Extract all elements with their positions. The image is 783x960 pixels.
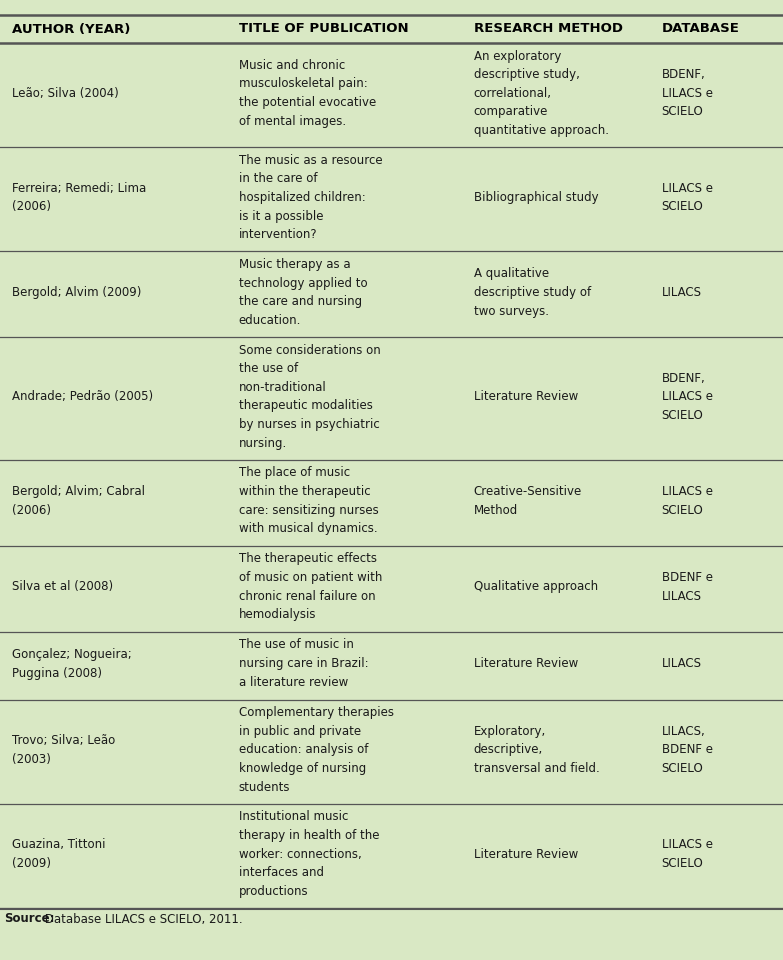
Text: the potential evocative: the potential evocative [239,96,376,109]
Text: A qualitative: A qualitative [474,267,549,280]
Text: transversal and field.: transversal and field. [474,762,600,775]
Text: (2006): (2006) [12,504,51,516]
Text: Method: Method [474,504,518,516]
Text: The place of music: The place of music [239,467,350,479]
Text: therapeutic modalities: therapeutic modalities [239,399,373,413]
Text: education: analysis of: education: analysis of [239,743,368,756]
Text: hemodialysis: hemodialysis [239,609,316,621]
Text: quantitative approach.: quantitative approach. [474,124,608,137]
Text: LILACS: LILACS [662,589,702,603]
Text: in the care of: in the care of [239,172,317,185]
Text: with musical dynamics.: with musical dynamics. [239,522,377,536]
Text: by nurses in psychiatric: by nurses in psychiatric [239,418,380,431]
Text: BDENF e: BDENF e [662,743,713,756]
Text: Andrade; Pedrão (2005): Andrade; Pedrão (2005) [12,390,153,403]
Text: interfaces and: interfaces and [239,866,324,879]
Text: therapy in health of the: therapy in health of the [239,828,379,842]
Text: LILACS e: LILACS e [662,86,713,100]
Text: An exploratory: An exploratory [474,50,561,62]
Text: care: sensitizing nurses: care: sensitizing nurses [239,504,378,516]
Text: knowledge of nursing: knowledge of nursing [239,762,366,775]
Text: RESEARCH METHOD: RESEARCH METHOD [474,22,622,36]
Text: descriptive study of: descriptive study of [474,286,591,299]
Text: the care and nursing: the care and nursing [239,296,362,308]
Text: Exploratory,: Exploratory, [474,725,546,738]
Text: BDENF,: BDENF, [662,372,705,385]
Text: of music on patient with: of music on patient with [239,571,382,584]
Text: LILACS e: LILACS e [662,181,713,195]
Text: Creative-Sensitive: Creative-Sensitive [474,485,582,498]
Text: (2009): (2009) [12,857,51,870]
Text: the use of: the use of [239,362,298,375]
Text: education.: education. [239,314,301,327]
Text: within the therapeutic: within the therapeutic [239,485,370,498]
Text: SCIELO: SCIELO [662,762,703,775]
Text: Bergold; Alvim; Cabral: Bergold; Alvim; Cabral [12,485,145,498]
Text: TITLE OF PUBLICATION: TITLE OF PUBLICATION [239,22,409,36]
Text: SCIELO: SCIELO [662,504,703,516]
Text: productions: productions [239,885,309,898]
Text: LILACS: LILACS [662,286,702,299]
Text: hospitalized children:: hospitalized children: [239,191,366,204]
Text: worker: connections,: worker: connections, [239,848,362,860]
Text: technology applied to: technology applied to [239,276,367,290]
Text: a literature review: a literature review [239,676,348,689]
Text: Complementary therapies: Complementary therapies [239,707,394,719]
Text: SCIELO: SCIELO [662,857,703,870]
Text: is it a possible: is it a possible [239,209,323,223]
Text: intervention?: intervention? [239,228,317,241]
Text: Literature Review: Literature Review [474,848,578,860]
Text: LILACS e: LILACS e [662,838,713,852]
Text: comparative: comparative [474,106,548,118]
Text: nursing.: nursing. [239,437,287,449]
Text: in public and private: in public and private [239,725,361,738]
Text: (2003): (2003) [12,753,51,766]
Text: Trovo; Silva; Leão: Trovo; Silva; Leão [12,734,115,747]
Text: Puggina (2008): Puggina (2008) [12,667,102,680]
Text: nursing care in Brazil:: nursing care in Brazil: [239,658,369,670]
Text: non-traditional: non-traditional [239,381,327,394]
Text: The therapeutic effects: The therapeutic effects [239,552,377,565]
Text: Bergold; Alvim (2009): Bergold; Alvim (2009) [12,286,141,299]
Text: LILACS: LILACS [662,658,702,670]
Text: Ferreira; Remedi; Lima: Ferreira; Remedi; Lima [12,181,146,195]
Text: LILACS e: LILACS e [662,485,713,498]
Text: Music and chronic: Music and chronic [239,59,345,72]
Text: DATABASE: DATABASE [662,22,739,36]
Text: descriptive,: descriptive, [474,743,543,756]
Text: Silva et al (2008): Silva et al (2008) [12,581,113,593]
Text: chronic renal failure on: chronic renal failure on [239,589,375,603]
Text: BDENF,: BDENF, [662,68,705,82]
Text: Some considerations on: Some considerations on [239,344,381,357]
Text: Gonçalez; Nogueira;: Gonçalez; Nogueira; [12,648,132,660]
Text: (2006): (2006) [12,201,51,213]
Text: descriptive study,: descriptive study, [474,68,579,82]
Text: SCIELO: SCIELO [662,106,703,118]
Text: Institutional music: Institutional music [239,810,348,824]
Text: Literature Review: Literature Review [474,658,578,670]
Text: musculoskeletal pain:: musculoskeletal pain: [239,78,367,90]
Text: of mental images.: of mental images. [239,114,346,128]
Text: SCIELO: SCIELO [662,409,703,421]
Text: students: students [239,780,290,794]
Text: LILACS,: LILACS, [662,725,705,738]
Text: Music therapy as a: Music therapy as a [239,258,351,271]
Text: BDENF e: BDENF e [662,571,713,584]
Text: SCIELO: SCIELO [662,201,703,213]
Text: Database LILACS e SCIELO, 2011.: Database LILACS e SCIELO, 2011. [41,913,243,925]
Text: Bibliographical study: Bibliographical study [474,191,598,204]
Text: Leão; Silva (2004): Leão; Silva (2004) [12,86,118,100]
Text: two surveys.: two surveys. [474,304,549,318]
Text: correlational,: correlational, [474,86,552,100]
Text: LILACS e: LILACS e [662,390,713,403]
Text: Qualitative approach: Qualitative approach [474,581,598,593]
Text: Literature Review: Literature Review [474,390,578,403]
Text: Source:: Source: [4,913,54,925]
Text: AUTHOR (YEAR): AUTHOR (YEAR) [12,22,130,36]
Text: The use of music in: The use of music in [239,638,354,652]
Text: The music as a resource: The music as a resource [239,154,382,167]
Text: Guazina, Tittoni: Guazina, Tittoni [12,838,105,852]
